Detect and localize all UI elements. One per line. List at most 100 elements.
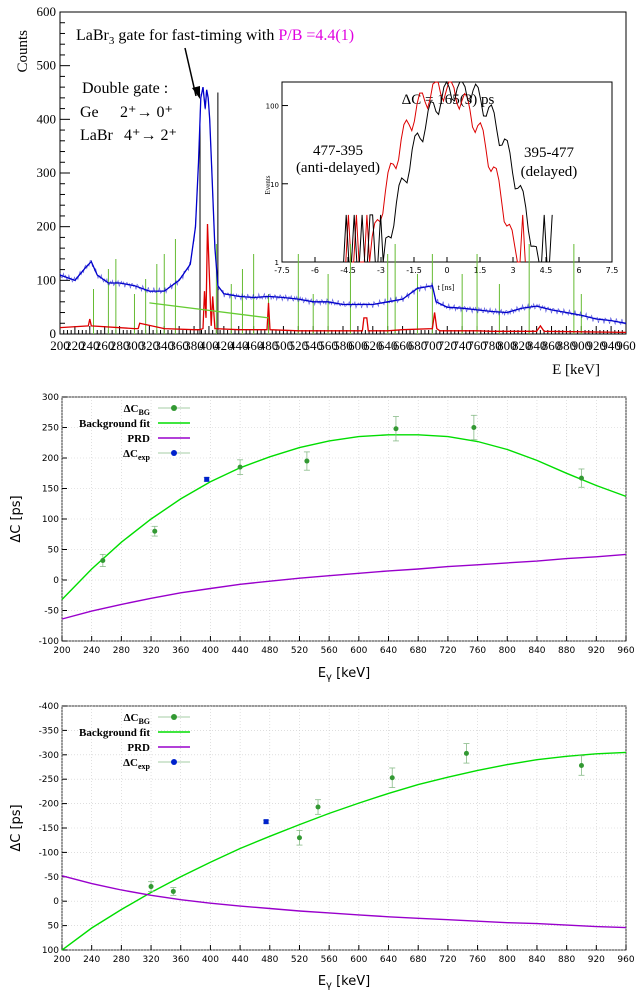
inset-y-label: Events: [264, 175, 272, 194]
legend-label-main: PRD: [127, 433, 150, 445]
legend-label: ΔCexp: [123, 757, 150, 771]
x-tick-label: 480: [261, 955, 278, 965]
y-tick-label: 100: [42, 515, 59, 525]
x-tick-label: 440: [229, 338, 249, 353]
y-tick-label: -150: [39, 824, 60, 834]
y-tick-label: 600: [37, 4, 57, 19]
x-tick-label: 360: [172, 646, 189, 656]
y-tick-label: 200: [42, 454, 59, 464]
inset-x-label: t [ns]: [438, 283, 455, 292]
annotation-ge-transition: 2⁺→ 0⁺: [120, 104, 173, 121]
legend-label: PRD: [127, 742, 150, 754]
legend-label-main: ΔC: [123, 757, 138, 769]
x-tick-label: 200: [50, 338, 70, 353]
x-tick-label: 320: [142, 646, 159, 656]
data-point: [315, 804, 321, 810]
title-highlight: P/B =4.4(1): [278, 27, 354, 44]
x-tick-label: 480: [259, 338, 279, 353]
inset-x-tick-label: -4.5: [340, 266, 356, 275]
x-tick-label: 700: [423, 338, 443, 353]
y-tick-label: 0: [53, 897, 59, 907]
fit-curve: [61, 553, 627, 620]
data-point: [204, 476, 210, 482]
x-tick-label: 300: [125, 338, 145, 353]
inset-series: [345, 81, 526, 263]
x-tick-label: 400: [199, 338, 219, 353]
inset-x-tick-label: 0: [444, 266, 449, 275]
x-tick-label: 380: [184, 338, 204, 353]
x-tick-label: 260: [95, 338, 115, 353]
timing-inset: -7.5 -6 -4.5 -3 -1.5 0 1.5 3 4.5 6 7.5 1 10 100 t [ns]…: [264, 80, 618, 292]
y-tick-label: 50: [48, 546, 60, 556]
legend-label-sub: exp: [138, 453, 151, 462]
x-tick-label: 760: [469, 955, 486, 965]
spectrum-noise: [59, 87, 626, 326]
x-tick-label: 500: [274, 338, 294, 353]
inset-x-tick-label: -3: [377, 266, 385, 275]
fit-curve: [61, 751, 627, 951]
legend-label-main: ΔC: [123, 448, 138, 460]
y-axis-label: ΔC [ps]: [9, 495, 24, 542]
x-tick-label: 400: [202, 646, 219, 656]
y-tick-label: 500: [37, 58, 57, 73]
data-point: [463, 750, 469, 756]
x-tick-label: 640: [380, 646, 397, 656]
y-tick-label: 0: [53, 576, 59, 586]
y-tick-label: -50: [44, 607, 59, 617]
fit-curve: [61, 875, 627, 929]
legend-label-sub: exp: [138, 762, 151, 771]
x-tick-label: 620: [363, 338, 383, 353]
inset-x-tick-label: 1.5: [474, 266, 487, 275]
spectrum-title: LaBr3 gate for fast-timing with P/B =4.4…: [76, 27, 354, 99]
legend-swatch: [171, 450, 177, 456]
x-tick-label: 520: [291, 646, 308, 656]
x-tick-label: 680: [410, 955, 427, 965]
x-tick-label: 880: [558, 646, 575, 656]
y-tick-label: -300: [39, 751, 60, 761]
x-tick-label: 640: [380, 955, 397, 965]
y-tick-label: 100: [37, 272, 57, 287]
annotation-labr-transition: 4⁺→ 2⁺: [124, 127, 177, 144]
x-tick-label: 580: [333, 338, 353, 353]
y-tick-label: 250: [42, 424, 59, 434]
x-tick-label: 540: [303, 338, 323, 353]
y-tick-label: -100: [39, 637, 60, 647]
inset-right-label: (delayed): [521, 164, 578, 180]
x-axis-label-sub: γ: [326, 672, 332, 683]
legend-label-sub: BG: [138, 717, 150, 726]
data-point: [170, 888, 176, 894]
inset-y-tick-label: 1: [275, 259, 279, 267]
title-part: LaBr: [76, 27, 110, 44]
y-tick-label: -400: [39, 702, 60, 712]
x-tick-label: 240: [80, 338, 100, 353]
x-tick-label: 660: [393, 338, 413, 353]
data-point: [304, 458, 310, 464]
x-tick-label: 820: [512, 338, 532, 353]
x-tick-label: 720: [438, 338, 458, 353]
x-axis-label-sub: γ: [326, 980, 332, 991]
y-tick-label: 100: [42, 946, 59, 956]
arrow-head: [192, 86, 200, 99]
y-axis-label: Counts: [15, 30, 31, 73]
y-tick-label: 300: [37, 165, 57, 180]
y-tick-label: -200: [39, 800, 60, 810]
x-tick-label: 840: [528, 955, 545, 965]
x-tick-label: 680: [410, 646, 427, 656]
legend-swatch: [171, 714, 177, 720]
x-tick-label: 640: [378, 338, 398, 353]
y-tick-label: 0: [50, 326, 57, 341]
x-tick-label: 280: [110, 338, 130, 353]
x-tick-label: 240: [83, 955, 100, 965]
delta-c-panel-bottom: -400 -350 -300 -250 -200 -150 -100 -50 0 50 100200…: [9, 702, 635, 991]
y-tick-label: 50: [48, 922, 60, 932]
x-tick-label: 240: [83, 646, 100, 656]
x-tick-label: 600: [348, 338, 368, 353]
data-point: [296, 835, 302, 841]
x-tick-label: 800: [499, 646, 516, 656]
y-tick-label: -50: [44, 873, 59, 883]
x-tick-label: 880: [558, 955, 575, 965]
inset-y-tick-label: 100: [266, 103, 279, 111]
spectrum-series: [149, 302, 269, 319]
x-tick-label: 680: [408, 338, 428, 353]
